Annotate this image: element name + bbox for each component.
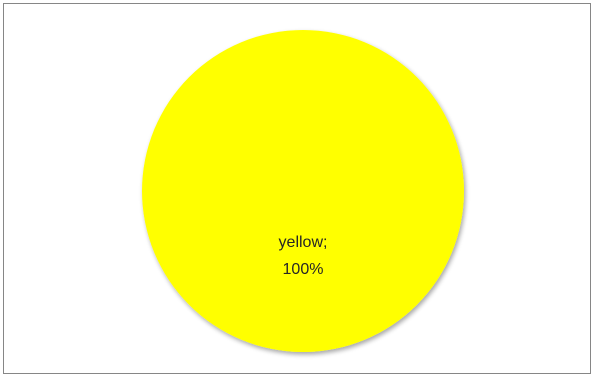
data-label-category: yellow;	[279, 234, 328, 251]
pie-chart: yellow; 100%	[142, 30, 464, 352]
data-label: yellow; 100%	[279, 234, 328, 278]
pie-data-labels: yellow; 100%	[279, 234, 328, 278]
pie-slices	[142, 30, 464, 352]
chart-frame: yellow; 100%	[3, 3, 591, 374]
pie-slice-yellow	[142, 30, 464, 352]
data-label-percent: 100%	[283, 261, 324, 278]
